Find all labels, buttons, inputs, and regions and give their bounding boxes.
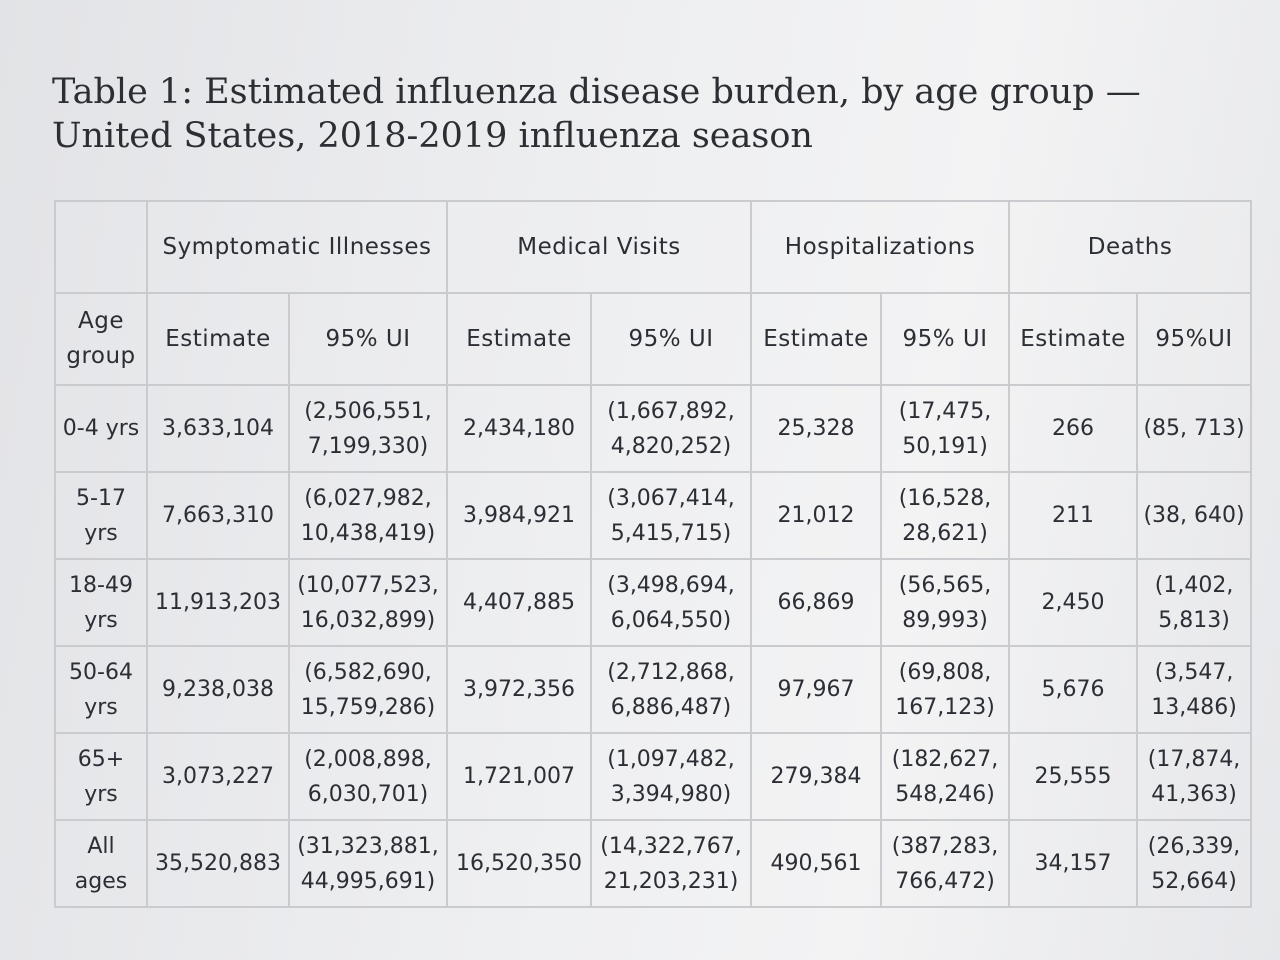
deaths-estimate: 211: [1008, 471, 1139, 560]
header-estimate: Estimate: [750, 292, 883, 386]
burden-table: Symptomatic Illnesses Medical Visits Hos…: [54, 200, 1253, 908]
header-ui: 95% UI: [589, 292, 753, 386]
hospitalizations-estimate: 66,869: [750, 558, 883, 647]
visits-estimate: 16,520,350: [446, 819, 592, 908]
visits-ui: (1,667,892, 4,820,252): [589, 384, 753, 473]
table-row: 18-49 yrs 11,913,203 (10,077,523, 16,032…: [54, 558, 1253, 647]
hospitalizations-ui: (69,808, 167,123): [880, 645, 1011, 734]
hospitalizations-ui: (16,528, 28,621): [880, 471, 1011, 560]
visits-ui: (1,097,482, 3,394,980): [589, 732, 753, 821]
hospitalizations-ui: (387,283, 766,472): [880, 819, 1011, 908]
illness-ui: (6,582,690, 15,759,286): [288, 645, 448, 734]
visits-ui: (3,067,414, 5,415,715): [589, 471, 753, 560]
deaths-estimate: 2,450: [1008, 558, 1139, 647]
deaths-estimate: 34,157: [1008, 819, 1139, 908]
hospitalizations-estimate: 97,967: [750, 645, 883, 734]
illness-ui: (31,323,881, 44,995,691): [288, 819, 448, 908]
header-estimate: Estimate: [446, 292, 592, 386]
deaths-ui: (3,547, 13,486): [1136, 645, 1253, 734]
table-row: 65+ yrs 3,073,227 (2,008,898, 6,030,701)…: [54, 732, 1253, 821]
header-ui-deaths: 95%UI: [1136, 292, 1253, 386]
hospitalizations-ui: (56,565, 89,993): [880, 558, 1011, 647]
deaths-estimate: 5,676: [1008, 645, 1139, 734]
illness-estimate: 3,073,227: [146, 732, 290, 821]
visits-ui: (2,712,868, 6,886,487): [589, 645, 753, 734]
deaths-estimate: 266: [1008, 384, 1139, 473]
illness-estimate: 9,238,038: [146, 645, 290, 734]
hospitalizations-ui: (17,475, 50,191): [880, 384, 1011, 473]
header-deaths: Deaths: [1008, 200, 1253, 294]
illness-estimate: 3,633,104: [146, 384, 290, 473]
header-estimate: Estimate: [146, 292, 290, 386]
header-ui: 95% UI: [880, 292, 1011, 386]
header-age-group: Age group: [54, 292, 148, 386]
header-row-sub: Age group Estimate 95% UI Estimate 95% U…: [54, 292, 1253, 386]
visits-estimate: 3,984,921: [446, 471, 592, 560]
visits-estimate: 3,972,356: [446, 645, 592, 734]
illness-ui: (6,027,982, 10,438,419): [288, 471, 448, 560]
hospitalizations-ui: (182,627, 548,246): [880, 732, 1011, 821]
header-row-groups: Symptomatic Illnesses Medical Visits Hos…: [54, 200, 1253, 294]
deaths-ui: (38, 640): [1136, 471, 1253, 560]
hospitalizations-estimate: 21,012: [750, 471, 883, 560]
header-estimate: Estimate: [1008, 292, 1139, 386]
illness-ui: (2,506,551, 7,199,330): [288, 384, 448, 473]
illness-estimate: 7,663,310: [146, 471, 290, 560]
illness-ui: (2,008,898, 6,030,701): [288, 732, 448, 821]
table-row: 50-64 yrs 9,238,038 (6,582,690, 15,759,2…: [54, 645, 1253, 734]
hospitalizations-estimate: 25,328: [750, 384, 883, 473]
age-group-cell: All ages: [54, 819, 148, 908]
visits-estimate: 4,407,885: [446, 558, 592, 647]
header-corner: [54, 200, 148, 294]
table-row-total: All ages 35,520,883 (31,323,881, 44,995,…: [54, 819, 1253, 908]
age-group-cell: 65+ yrs: [54, 732, 148, 821]
header-ui: 95% UI: [288, 292, 448, 386]
header-hospitalizations: Hospitalizations: [750, 200, 1011, 294]
illness-ui: (10,077,523, 16,032,899): [288, 558, 448, 647]
age-group-cell: 50-64 yrs: [54, 645, 148, 734]
table-title: Table 1: Estimated influenza disease bur…: [52, 72, 1141, 156]
deaths-ui: (17,874, 41,363): [1136, 732, 1253, 821]
visits-estimate: 1,721,007: [446, 732, 592, 821]
age-group-cell: 0-4 yrs: [54, 384, 148, 473]
header-medical-visits: Medical Visits: [445, 200, 753, 294]
table-row: 5-17 yrs 7,663,310 (6,027,982, 10,438,41…: [54, 471, 1253, 560]
deaths-estimate: 25,555: [1008, 732, 1139, 821]
illness-estimate: 35,520,883: [146, 819, 290, 908]
visits-ui: (14,322,767, 21,203,231): [589, 819, 753, 908]
visits-ui: (3,498,694, 6,064,550): [589, 558, 753, 647]
visits-estimate: 2,434,180: [446, 384, 592, 473]
table-row: 0-4 yrs 3,633,104 (2,506,551, 7,199,330)…: [54, 384, 1253, 473]
age-group-cell: 5-17 yrs: [54, 471, 148, 560]
illness-estimate: 11,913,203: [146, 558, 290, 647]
age-group-cell: 18-49 yrs: [54, 558, 148, 647]
deaths-ui: (85, 713): [1136, 384, 1253, 473]
deaths-ui: (1,402, 5,813): [1136, 558, 1253, 647]
header-symptomatic-illnesses: Symptomatic Illnesses: [146, 200, 448, 294]
hospitalizations-estimate: 279,384: [750, 732, 883, 821]
deaths-ui: (26,339, 52,664): [1136, 819, 1253, 908]
hospitalizations-estimate: 490,561: [750, 819, 883, 908]
